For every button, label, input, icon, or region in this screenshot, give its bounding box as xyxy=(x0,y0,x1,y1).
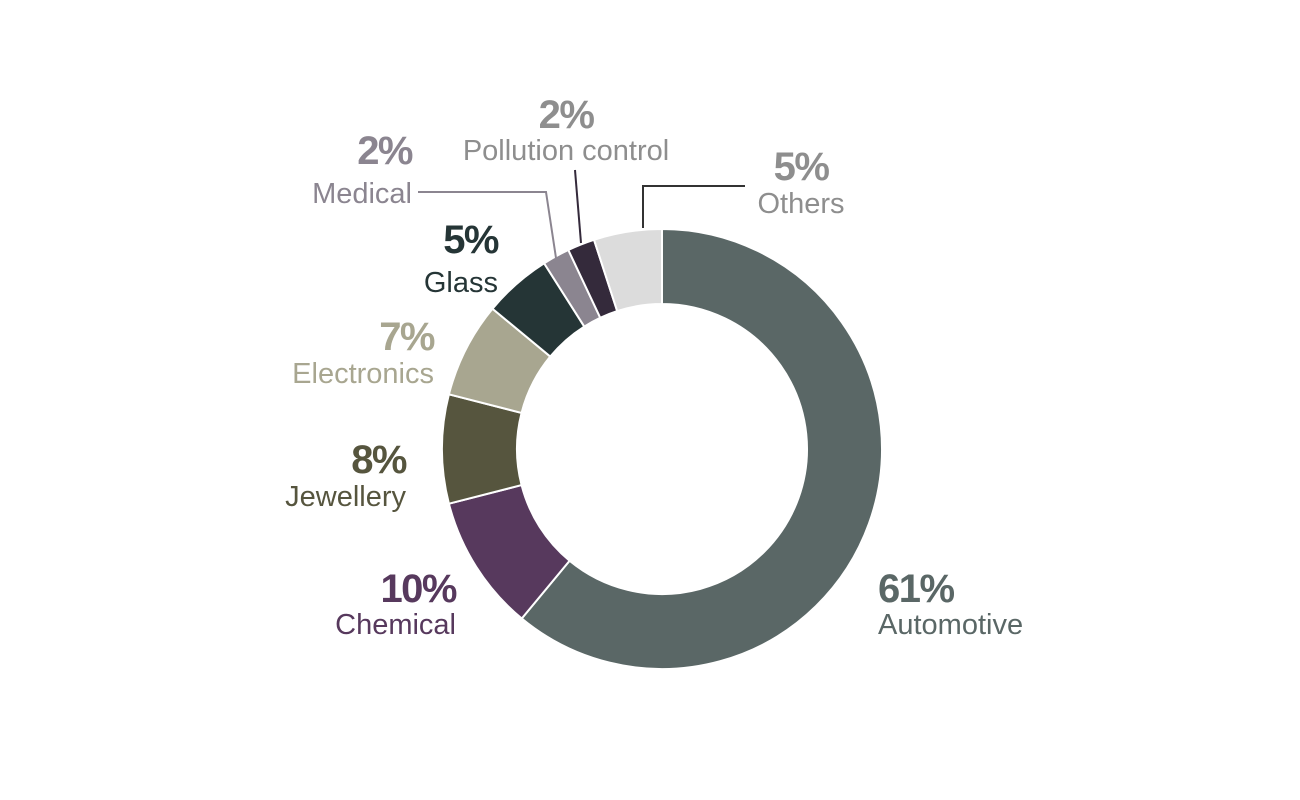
percent-label-others: 5% xyxy=(774,145,830,189)
category-label-automotive: Automotive xyxy=(878,609,1023,641)
slices-group xyxy=(441,227,883,670)
category-label-chemical: Chemical xyxy=(335,609,456,641)
category-label-electronics: Electronics xyxy=(292,358,434,390)
percent-label-electronics: 7% xyxy=(379,315,435,359)
category-label-others: Others xyxy=(757,188,844,220)
slice-automotive xyxy=(520,227,883,670)
category-label-medical: Medical xyxy=(312,178,412,210)
percent-label-automotive: 61% xyxy=(878,567,954,611)
category-label-jewellery: Jewellery xyxy=(285,481,406,513)
leader-line-pollution-control xyxy=(574,169,582,244)
percent-label-chemical: 10% xyxy=(380,567,456,611)
category-label-glass: Glass xyxy=(424,267,498,299)
percent-label-pollution-control: 2% xyxy=(539,93,595,137)
labels-group: 61%Automotive 10%Chemical 8%Jewellery 7%Ele… xyxy=(285,93,1023,641)
percent-label-medical: 2% xyxy=(357,129,413,173)
leader-lines-group xyxy=(418,169,745,259)
category-label-pollution-control: Pollution control xyxy=(463,135,669,167)
percent-label-glass: 5% xyxy=(443,218,499,262)
leader-line-others xyxy=(642,185,745,228)
percent-label-jewellery: 8% xyxy=(351,438,407,482)
leader-line-medical xyxy=(418,191,557,259)
slice-others xyxy=(592,227,663,313)
